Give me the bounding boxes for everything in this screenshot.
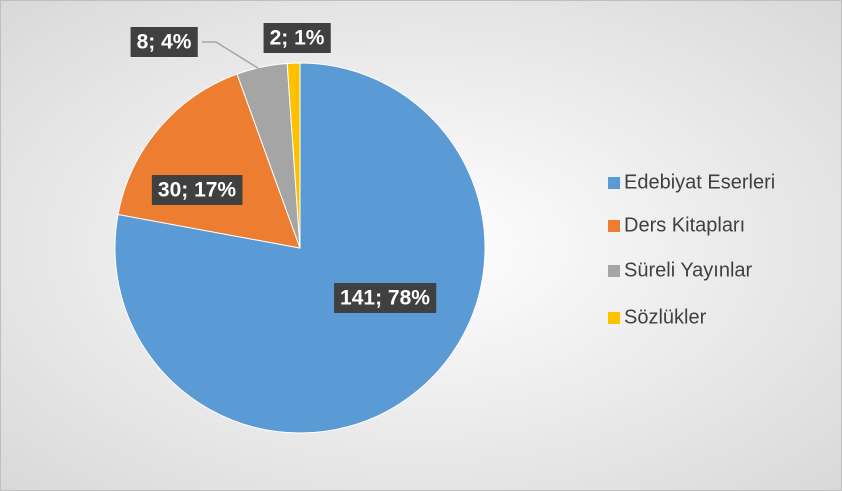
pie-slice xyxy=(286,62,301,249)
legend-swatch xyxy=(608,265,620,277)
data-label: 2; 1% xyxy=(270,27,325,50)
data-label: 30; 17% xyxy=(158,179,237,202)
data-label-box xyxy=(334,283,437,313)
data-label: 8; 4% xyxy=(137,31,192,54)
legend-label: Süreli Yayınlar xyxy=(624,259,753,281)
legend-label: Ders Kitapları xyxy=(624,214,745,236)
legend: Edebiyat Eserleri Ders Kitapları Süreli Ya… xyxy=(608,171,775,328)
legend-label: Edebiyat Eserleri xyxy=(624,171,775,193)
data-label-box xyxy=(151,175,243,205)
legend-swatch xyxy=(608,220,620,232)
data-label-box xyxy=(130,27,198,57)
pie xyxy=(114,62,486,434)
data-label-box xyxy=(263,23,331,53)
legend-label: Sözlükler xyxy=(624,306,707,328)
pie-slice xyxy=(114,62,486,434)
leader-line xyxy=(202,41,263,72)
data-labels: 141; 78% 30; 17% 8; 4% 2; 1% xyxy=(130,23,437,313)
data-label: 141; 78% xyxy=(340,287,430,310)
legend-swatch xyxy=(608,177,620,189)
legend-swatch xyxy=(608,312,620,324)
